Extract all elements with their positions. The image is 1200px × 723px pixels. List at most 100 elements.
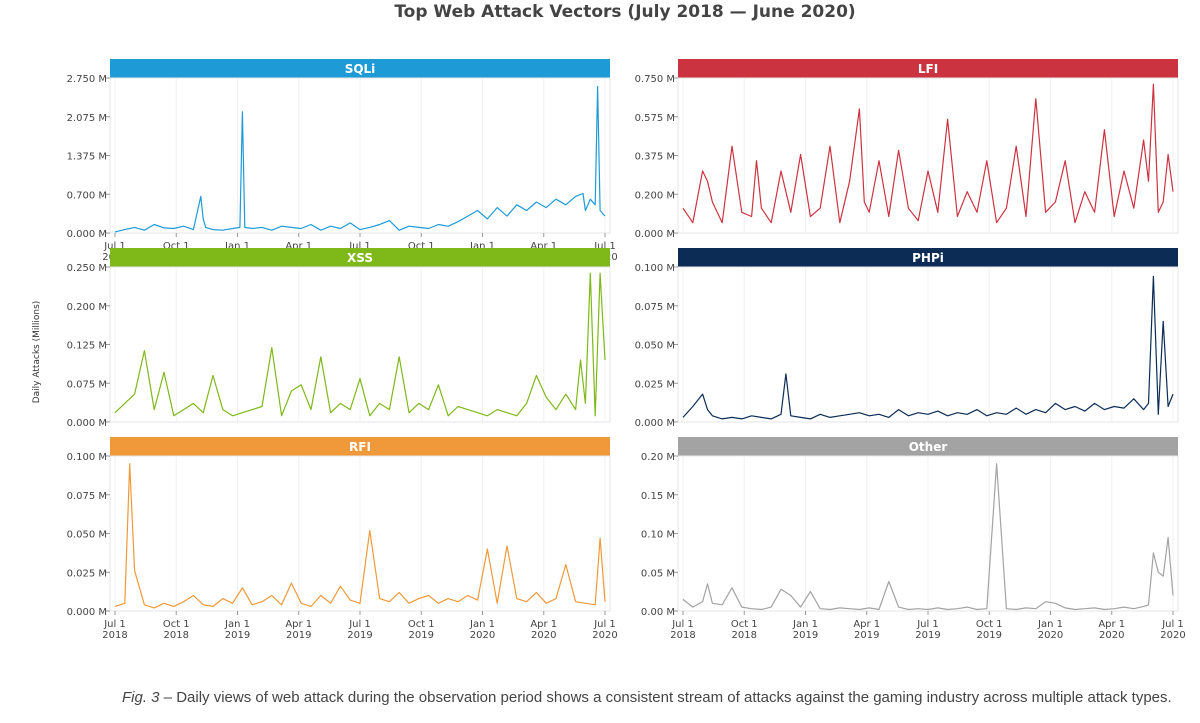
x-tick-label-other: Jan 1 xyxy=(1037,619,1063,630)
panel-header-sqli xyxy=(110,59,610,78)
y-tick-label-xss: 0.200 M xyxy=(67,302,107,313)
panel-xss: XSS 0.000 M 0.075 M 0.125 M 0.200 M 0.250 M xyxy=(67,248,611,429)
y-tick-label-rfi: 0.075 M xyxy=(67,491,107,502)
panel-sqli: SQLi 0.000 M 0.700 M 1.375 M 2.075 M 2.750 M J… xyxy=(67,59,618,263)
x-tick-year-other: 2018 xyxy=(670,630,695,641)
y-tick-label-phpi: 0.025 M xyxy=(635,379,675,390)
x-tick-year-rfi: 2019 xyxy=(225,630,250,641)
x-tick-label-sqli: Oct 1 xyxy=(408,241,435,252)
panel-header-lfi xyxy=(678,59,1178,78)
x-tick-label-sqli: Oct 1 xyxy=(163,241,190,252)
y-tick-label-other: 0.10 M xyxy=(641,530,675,541)
panel-title-other: Other xyxy=(909,440,948,454)
x-tick-label-other: Jul 1 xyxy=(671,619,694,630)
x-tick-label-other: Oct 1 xyxy=(731,619,758,630)
y-tick-label-rfi: 0.000 M xyxy=(67,607,107,618)
y-tick-label-xss: 0.000 M xyxy=(67,418,107,429)
y-tick-label-phpi: 0.075 M xyxy=(635,302,675,313)
y-tick-label-sqli: 0.000 M xyxy=(67,229,107,240)
series-line-phpi xyxy=(682,275,1174,420)
x-tick-label-rfi: Jan 1 xyxy=(224,619,250,630)
x-tick-label-other: Apr 1 xyxy=(1098,619,1125,630)
panel-title-lfi: LFI xyxy=(918,62,938,76)
x-tick-label-sqli: Apr 1 xyxy=(285,241,312,252)
y-tick-label-xss: 0.250 M xyxy=(67,263,107,274)
panel-header-rfi xyxy=(110,437,610,456)
x-tick-label-sqli: Jul 1 xyxy=(348,241,371,252)
x-tick-label-rfi: Oct 1 xyxy=(408,619,435,630)
x-tick-year-other: 2020 xyxy=(1099,630,1124,641)
panel-lfi: LFI 0.000 M 0.200 M 0.375 M 0.575 M 0.750 M xyxy=(635,59,1179,240)
figure-label: Fig. 3 xyxy=(122,689,160,706)
y-tick-label-lfi: 0.750 M xyxy=(635,74,675,85)
x-tick-year-other: 2020 xyxy=(1160,630,1185,641)
panel-title-xss: XSS xyxy=(347,251,373,265)
x-tick-year-rfi: 2019 xyxy=(286,630,311,641)
series-line-xss xyxy=(114,272,606,417)
x-tick-year-rfi: 2019 xyxy=(347,630,372,641)
x-tick-year-rfi: 2020 xyxy=(531,630,556,641)
x-tick-year-other: 2020 xyxy=(1038,630,1063,641)
charts-canvas: SQLi 0.000 M 0.700 M 1.375 M 2.075 M 2.750 M J… xyxy=(67,59,1186,641)
panel-other: Other 0.00 M 0.05 M 0.10 M 0.15 M 0.20 M Jul 1… xyxy=(641,437,1186,641)
figure-caption: Fig. 3 – Daily views of web attack durin… xyxy=(122,687,1172,709)
x-tick-label-rfi: Apr 1 xyxy=(285,619,312,630)
x-tick-label-rfi: Jan 1 xyxy=(469,619,495,630)
x-tick-label-rfi: Jul 1 xyxy=(103,619,126,630)
y-tick-label-rfi: 0.025 M xyxy=(67,568,107,579)
y-tick-label-xss: 0.075 M xyxy=(67,379,107,390)
x-tick-year-rfi: 2020 xyxy=(470,630,495,641)
panel-rfi: RFI 0.000 M 0.025 M 0.050 M 0.075 M 0.100 M Ju… xyxy=(67,437,618,641)
x-tick-year-rfi: 2019 xyxy=(409,630,434,641)
y-tick-label-lfi: 0.375 M xyxy=(635,152,675,163)
caption-text: – Daily views of web attack during the o… xyxy=(159,689,1172,706)
x-tick-label-rfi: Apr 1 xyxy=(530,619,557,630)
x-tick-label-sqli: Jan 1 xyxy=(224,241,250,252)
y-tick-label-xss: 0.125 M xyxy=(67,341,107,352)
y-tick-label-other: 0.05 M xyxy=(641,568,675,579)
y-tick-label-rfi: 0.100 M xyxy=(67,452,107,463)
x-tick-year-rfi: 2018 xyxy=(164,630,189,641)
y-tick-label-sqli: 0.700 M xyxy=(67,190,107,201)
x-tick-label-rfi: Jul 1 xyxy=(348,619,371,630)
panel-title-sqli: SQLi xyxy=(345,62,376,76)
panel-header-xss xyxy=(110,248,610,267)
x-tick-label-sqli: Jan 1 xyxy=(469,241,495,252)
x-tick-year-other: 2019 xyxy=(915,630,940,641)
x-tick-year-other: 2019 xyxy=(977,630,1002,641)
x-tick-label-other: Oct 1 xyxy=(976,619,1003,630)
x-tick-label-other: Jan 1 xyxy=(792,619,818,630)
y-tick-label-sqli: 2.750 M xyxy=(67,74,107,85)
y-tick-label-lfi: 0.000 M xyxy=(635,229,675,240)
x-tick-label-rfi: Jul 1 xyxy=(593,619,616,630)
y-tick-label-phpi: 0.050 M xyxy=(635,341,675,352)
series-line-other xyxy=(682,463,1174,611)
y-tick-label-other: 0.20 M xyxy=(641,452,675,463)
y-tick-label-rfi: 0.050 M xyxy=(67,530,107,541)
x-tick-year-other: 2019 xyxy=(793,630,818,641)
series-line-rfi xyxy=(114,463,606,609)
x-tick-label-other: Jul 1 xyxy=(916,619,939,630)
x-tick-label-sqli: Jul 1 xyxy=(103,241,126,252)
y-tick-label-sqli: 2.075 M xyxy=(67,113,107,124)
y-tick-label-sqli: 1.375 M xyxy=(67,152,107,163)
x-tick-label-other: Apr 1 xyxy=(853,619,880,630)
y-tick-label-lfi: 0.575 M xyxy=(635,113,675,124)
chart-title: Top Web Attack Vectors (July 2018 — June… xyxy=(394,2,856,22)
panel-header-other xyxy=(678,437,1178,456)
series-line-sqli xyxy=(114,85,606,233)
y-tick-label-phpi: 0.100 M xyxy=(635,263,675,274)
panel-header-phpi xyxy=(678,248,1178,267)
x-tick-year-rfi: 2020 xyxy=(592,630,617,641)
x-tick-label-other: Jul 1 xyxy=(1161,619,1184,630)
x-tick-year-other: 2018 xyxy=(732,630,757,641)
y-tick-label-phpi: 0.000 M xyxy=(635,418,675,429)
y-tick-label-other: 0.00 M xyxy=(641,607,675,618)
panel-title-phpi: PHPi xyxy=(912,251,944,265)
x-tick-label-rfi: Oct 1 xyxy=(163,619,190,630)
y-tick-label-other: 0.15 M xyxy=(641,491,675,502)
x-tick-label-sqli: Apr 1 xyxy=(530,241,557,252)
x-tick-year-other: 2019 xyxy=(854,630,879,641)
panel-title-rfi: RFI xyxy=(349,440,371,454)
x-tick-year-rfi: 2018 xyxy=(102,630,127,641)
